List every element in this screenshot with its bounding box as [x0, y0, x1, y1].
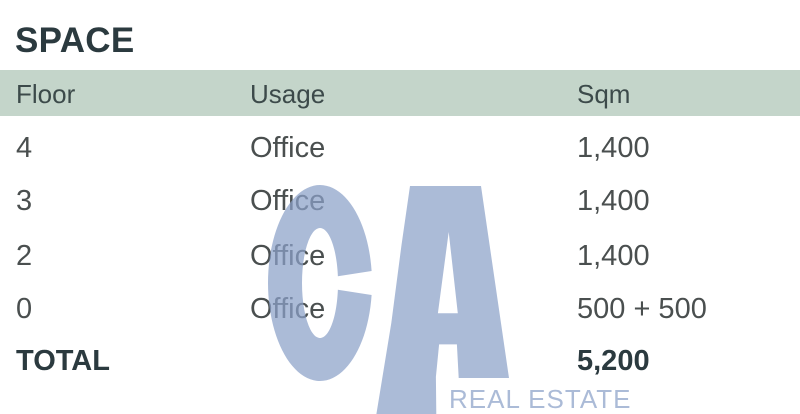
svg-text:REAL ESTATE: REAL ESTATE	[449, 384, 631, 414]
